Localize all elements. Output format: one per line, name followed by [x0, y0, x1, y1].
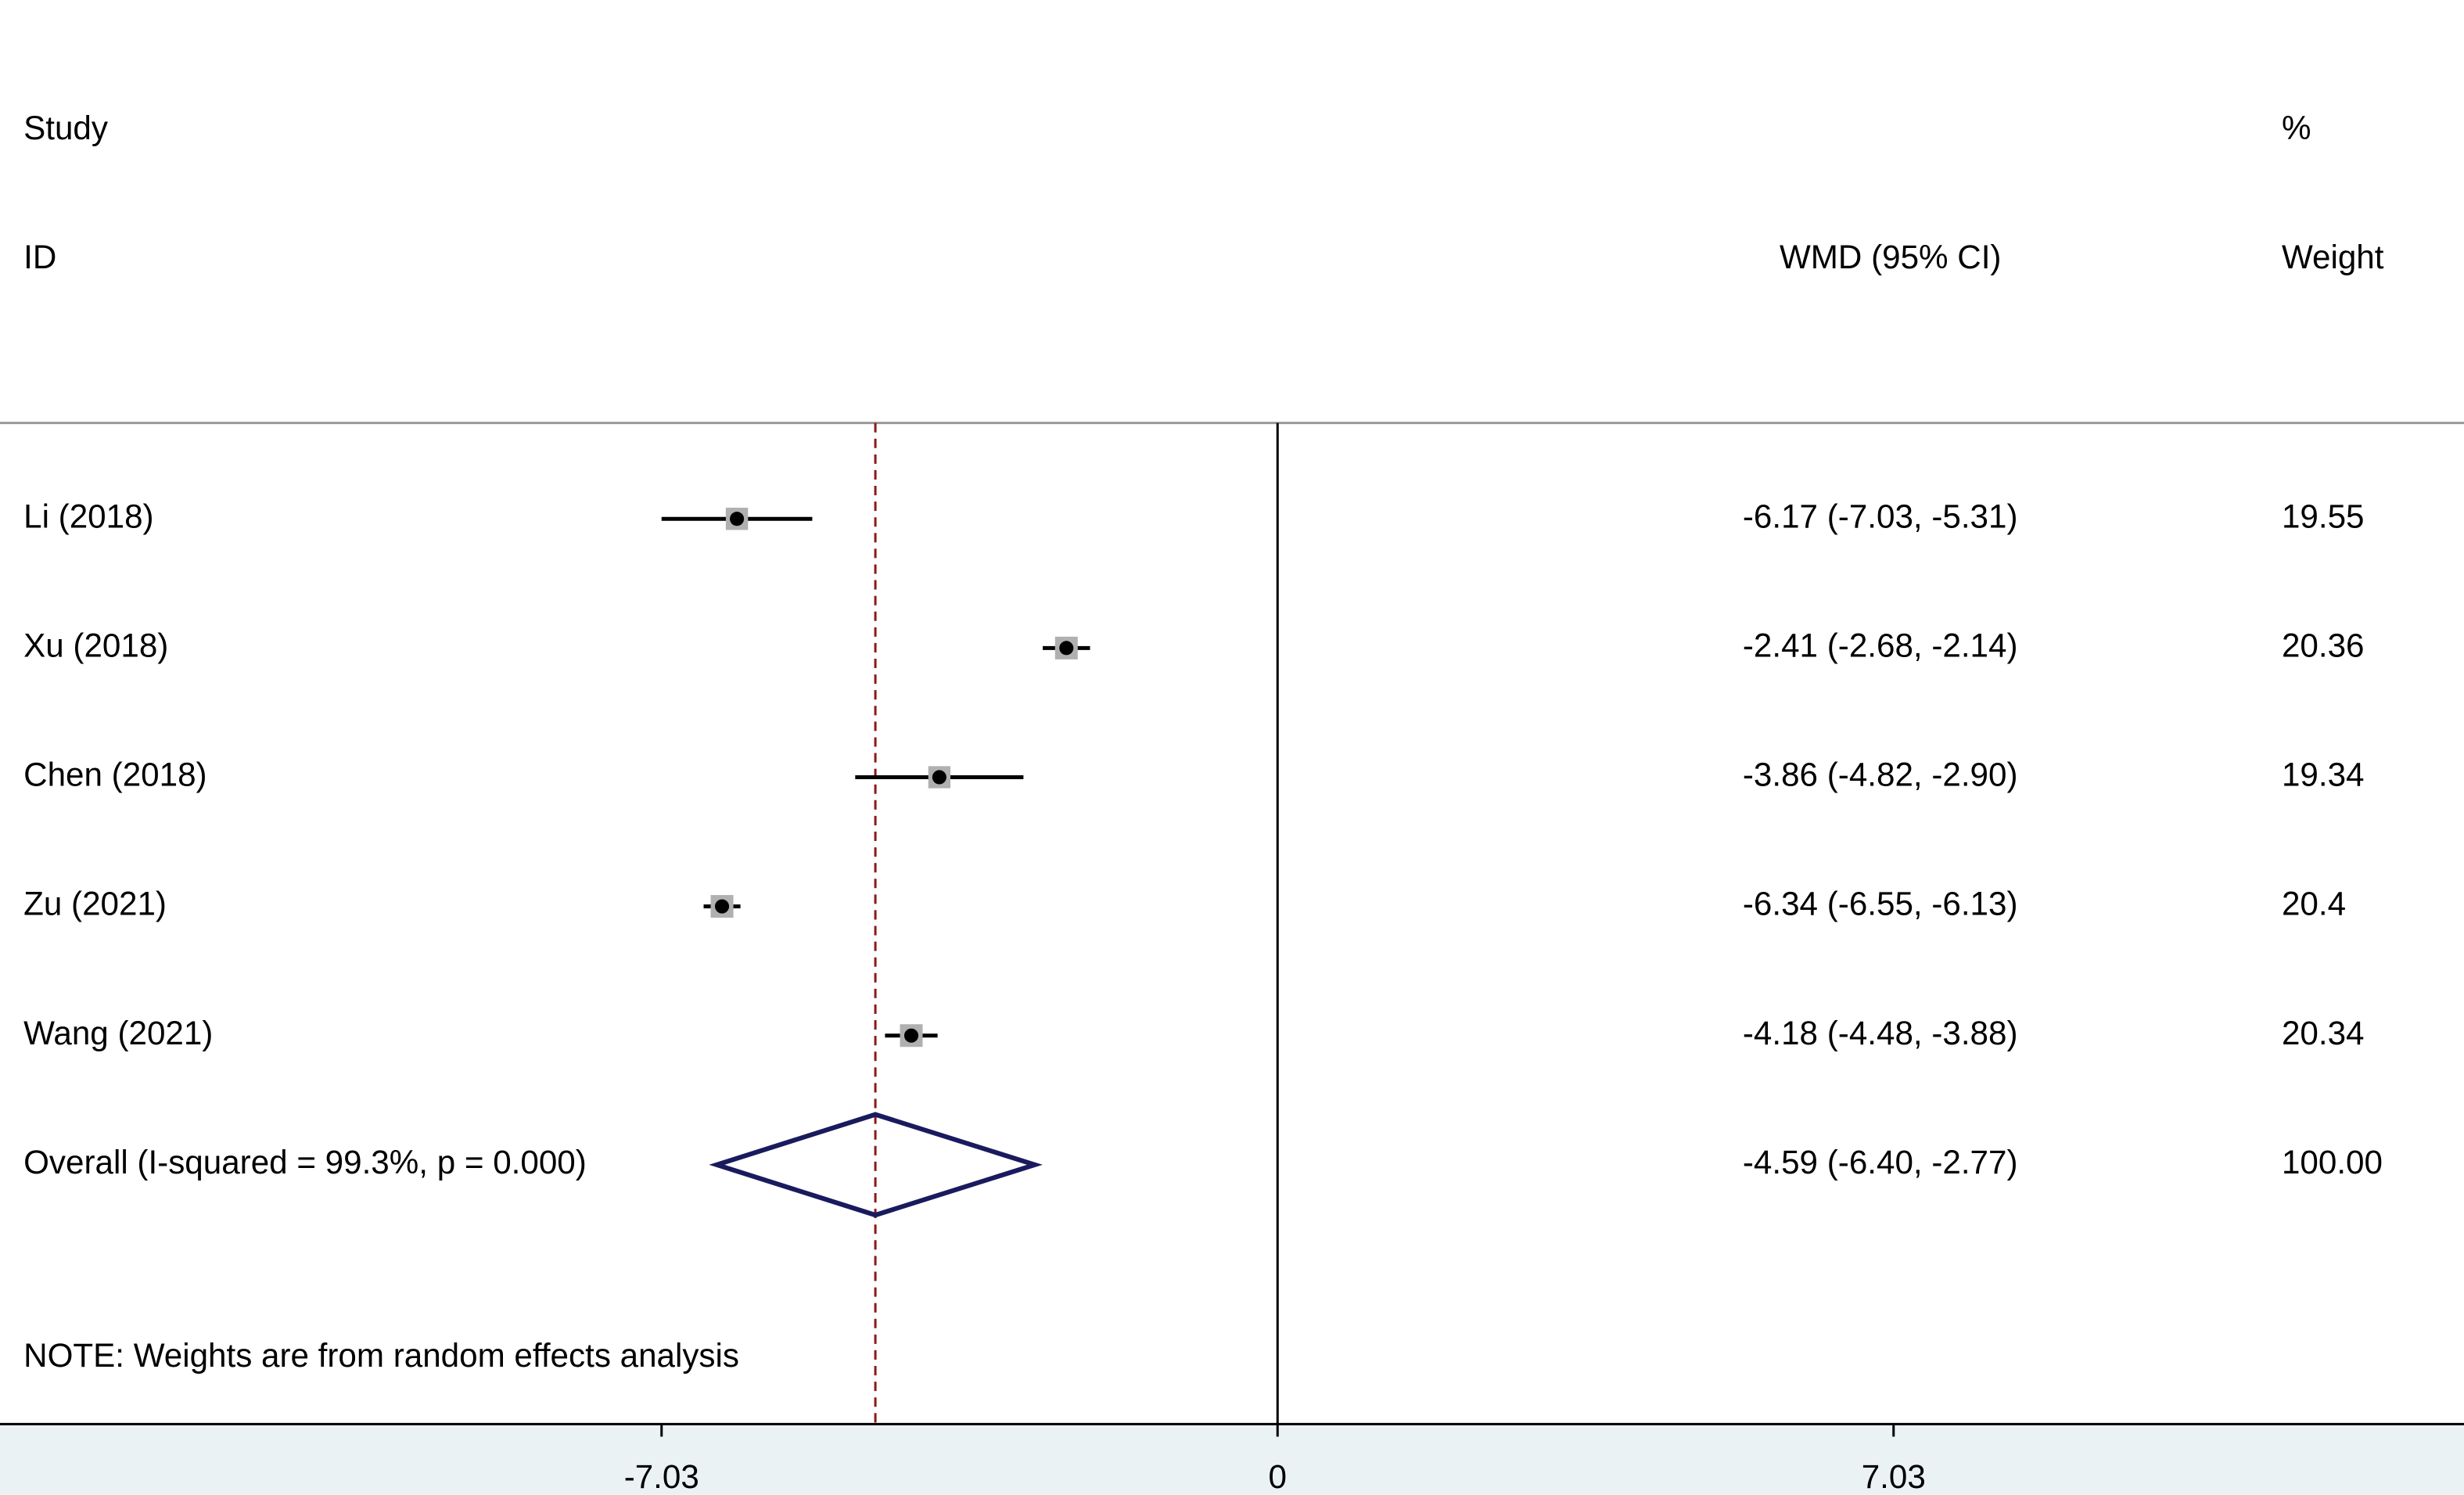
- study-label: Zu (2021): [23, 886, 167, 922]
- point-estimate: [715, 899, 730, 914]
- effect-label: -6.17 (-7.03, -5.31): [1743, 498, 2018, 534]
- study-label: Chen (2018): [23, 756, 207, 793]
- study-label: Li (2018): [23, 498, 153, 534]
- effect-label: -2.41 (-2.68, -2.14): [1743, 627, 2018, 663]
- x-tick-label: 7.03: [1862, 1458, 1926, 1495]
- weight-label: 20.4: [2282, 886, 2346, 922]
- weight-label: 20.36: [2282, 627, 2365, 663]
- note: NOTE: Weights are from random effects an…: [23, 1337, 739, 1374]
- header-percent: %: [2282, 110, 2311, 146]
- point-estimate: [903, 1028, 919, 1043]
- header-study: Study: [23, 110, 108, 146]
- overall-label: Overall (I-squared = 99.3%, p = 0.000): [23, 1144, 587, 1181]
- weight-label: 19.34: [2282, 756, 2365, 793]
- point-estimate: [730, 512, 745, 526]
- effect-label: -3.86 (-4.82, -2.90): [1743, 756, 2018, 793]
- x-tick-label: 0: [1269, 1458, 1287, 1495]
- plot-region: [0, 0, 2464, 1424]
- header-id: ID: [23, 239, 56, 275]
- point-estimate: [932, 770, 946, 785]
- study-label: Xu (2018): [23, 627, 168, 663]
- x-tick-label: -7.03: [624, 1458, 699, 1495]
- axis-region: [0, 1424, 2464, 1495]
- overall-effect-label: -4.59 (-6.40, -2.77): [1743, 1144, 2018, 1181]
- header-weight: Weight: [2282, 239, 2384, 275]
- weight-label: 20.34: [2282, 1015, 2365, 1051]
- point-estimate: [1059, 641, 1074, 656]
- study-label: Wang (2021): [23, 1015, 213, 1051]
- effect-label: -4.18 (-4.48, -3.88): [1743, 1015, 2018, 1051]
- header-effect: WMD (95% CI): [1780, 239, 2002, 275]
- effect-label: -6.34 (-6.55, -6.13): [1743, 886, 2018, 922]
- overall-diamond: [709, 1112, 1043, 1218]
- weight-label: 19.55: [2282, 498, 2365, 534]
- overall-weight-label: 100.00: [2282, 1144, 2383, 1181]
